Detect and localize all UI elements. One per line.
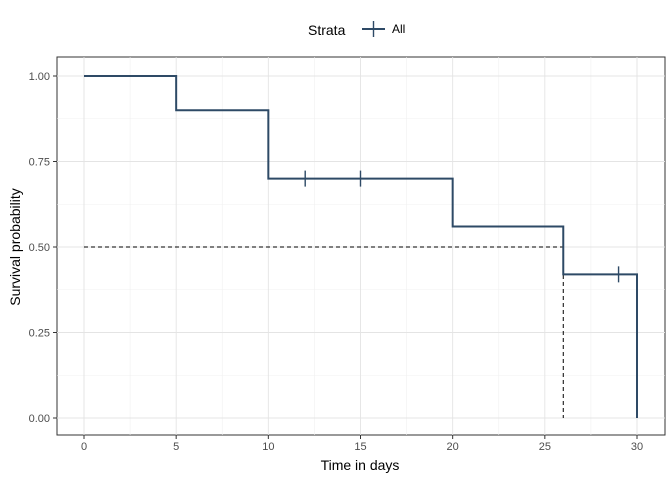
y-tick-label: 1.00 <box>29 71 50 83</box>
x-tick-label: 25 <box>539 441 551 453</box>
x-tick-label: 30 <box>631 441 643 453</box>
legend-title: Strata <box>308 22 346 38</box>
legend-entry-all: All <box>392 22 405 36</box>
y-tick-label: 0.50 <box>29 242 50 254</box>
y-tick-label: 0.75 <box>29 157 50 169</box>
x-axis: 0 5 10 15 20 25 30 <box>81 435 643 453</box>
plot-border <box>56 56 666 436</box>
y-axis: 0.00 0.25 0.50 0.75 1.00 <box>29 71 57 425</box>
x-axis-title: Time in days <box>321 457 400 473</box>
legend-key-all <box>362 21 385 37</box>
y-tick-label: 0.00 <box>29 413 50 425</box>
series-layer <box>84 75 638 418</box>
x-tick-label: 20 <box>447 441 459 453</box>
median-survival-lines <box>84 246 564 418</box>
minor-gridlines <box>57 57 665 435</box>
x-tick-label: 0 <box>81 441 87 453</box>
plot-panel <box>56 56 666 436</box>
x-tick-label: 15 <box>354 441 366 453</box>
x-tick-label: 10 <box>262 441 274 453</box>
x-tick-label: 5 <box>173 441 179 453</box>
censor-marks <box>304 170 620 283</box>
survival-curve-all <box>84 75 638 418</box>
legend: Strata All <box>308 21 405 38</box>
major-gridlines <box>57 57 665 435</box>
y-axis-title: Survival probability <box>7 188 23 306</box>
y-tick-label: 0.25 <box>29 328 50 340</box>
